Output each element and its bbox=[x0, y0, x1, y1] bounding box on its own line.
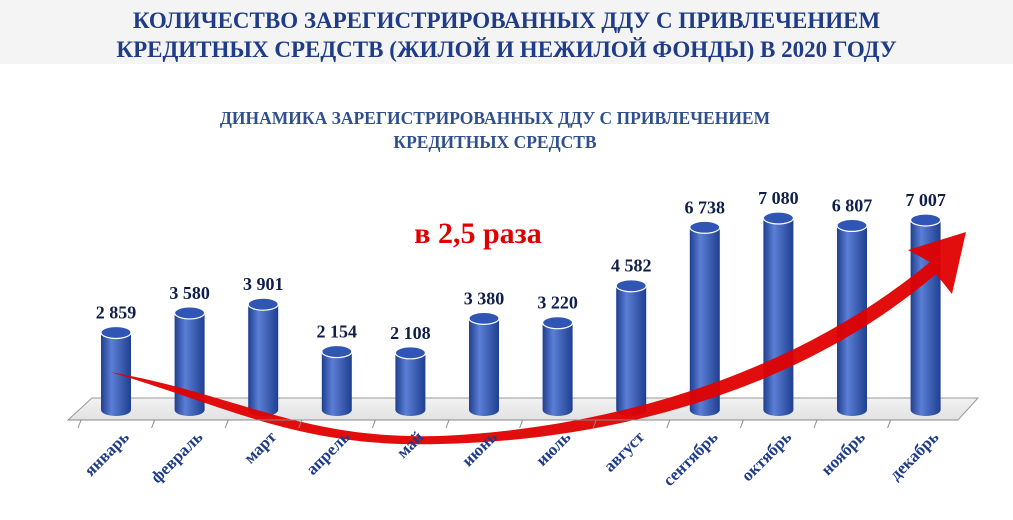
bar-body bbox=[689, 227, 720, 416]
category-label: октябрь bbox=[738, 427, 796, 485]
bar-top bbox=[615, 279, 647, 293]
category-label: февраль bbox=[147, 427, 206, 486]
bar-body bbox=[248, 304, 279, 416]
value-label: 3 580 bbox=[169, 283, 210, 303]
bar-июль bbox=[541, 316, 574, 416]
axis-tick bbox=[77, 419, 82, 429]
category-label: май bbox=[393, 427, 428, 462]
title-band bbox=[0, 0, 1013, 64]
axis-tick bbox=[151, 419, 156, 429]
axis-tick bbox=[445, 419, 450, 429]
bar-top bbox=[909, 213, 942, 227]
axis-tick bbox=[887, 419, 892, 429]
page-title-line-1: КОЛИЧЕСТВО ЗАРЕГИСТРИРОВАННЫХ ДДУ С ПРИВ… bbox=[132, 8, 881, 33]
category-label: март bbox=[240, 427, 280, 467]
value-label: 3 380 bbox=[464, 288, 505, 308]
category-label: ноябрь bbox=[817, 427, 869, 479]
value-label: 7 080 bbox=[758, 188, 799, 208]
page-title: КОЛИЧЕСТВО ЗАРЕГИСТРИРОВАННЫХ ДДУ С ПРИВ… bbox=[0, 6, 1013, 64]
value-label: 2 154 bbox=[317, 322, 358, 342]
bar-top bbox=[247, 297, 279, 311]
bar-body bbox=[395, 352, 426, 416]
bar-top bbox=[394, 346, 426, 360]
axis-tick bbox=[739, 419, 744, 429]
axis-tick bbox=[666, 419, 671, 429]
bar-top bbox=[174, 306, 206, 320]
axis-tick bbox=[371, 419, 376, 429]
value-label: 3 901 bbox=[243, 274, 284, 294]
bar-body bbox=[321, 351, 352, 416]
bar-top bbox=[689, 220, 721, 234]
bar-октябрь bbox=[762, 211, 795, 416]
bar-top bbox=[100, 325, 132, 340]
bar-top bbox=[468, 311, 500, 325]
bar-body bbox=[763, 218, 794, 416]
bar-март bbox=[247, 297, 279, 416]
axis-tick bbox=[813, 419, 818, 429]
bar-август bbox=[615, 279, 647, 416]
value-label: 3 220 bbox=[537, 293, 578, 313]
bar-июнь bbox=[468, 311, 500, 416]
chart-title-line-2: КРЕДИТНЫХ СРЕДСТВ bbox=[393, 132, 597, 152]
category-label: август bbox=[600, 427, 649, 476]
bar-сентябрь bbox=[689, 220, 721, 416]
bar-top bbox=[541, 316, 574, 330]
chart-title-line-1: ДИНАМИКА ЗАРЕГИСТРИРОВАННЫХ ДДУ С ПРИВЛЕ… bbox=[219, 108, 771, 128]
bar-top bbox=[762, 211, 795, 225]
bar-body bbox=[542, 322, 573, 416]
axis-tick bbox=[224, 419, 229, 429]
bar-body bbox=[101, 332, 131, 416]
axis-tick bbox=[519, 419, 524, 429]
value-label: 6 807 bbox=[832, 195, 873, 215]
chart-title: ДИНАМИКА ЗАРЕГИСТРИРОВАННЫХ ДДУ С ПРИВЛЕ… bbox=[90, 106, 900, 154]
bar-top bbox=[321, 344, 353, 359]
value-label: 6 738 bbox=[685, 197, 726, 217]
axis-tick bbox=[298, 419, 303, 429]
category-label: декабрь bbox=[886, 427, 943, 484]
bar-январь bbox=[100, 325, 132, 416]
value-label: 2 859 bbox=[96, 302, 137, 322]
bar-body bbox=[469, 318, 499, 416]
category-label: январь bbox=[80, 427, 132, 479]
bar-май bbox=[394, 346, 426, 416]
value-label: 2 108 bbox=[390, 323, 431, 343]
value-label: 7 007 bbox=[905, 190, 946, 210]
category-label: сентябрь bbox=[659, 427, 721, 489]
axis-tick bbox=[592, 419, 597, 429]
bar-апрель bbox=[321, 344, 353, 416]
bar-body bbox=[616, 285, 647, 416]
growth-annotation: в 2,5 раза bbox=[414, 217, 541, 250]
value-label: 4 582 bbox=[611, 256, 652, 276]
bar-top bbox=[836, 218, 868, 233]
page-title-line-2: КРЕДИТНЫХ СРЕДСТВ (ЖИЛОЙ И НЕЖИЛОЙ ФОНДЫ… bbox=[116, 37, 897, 62]
